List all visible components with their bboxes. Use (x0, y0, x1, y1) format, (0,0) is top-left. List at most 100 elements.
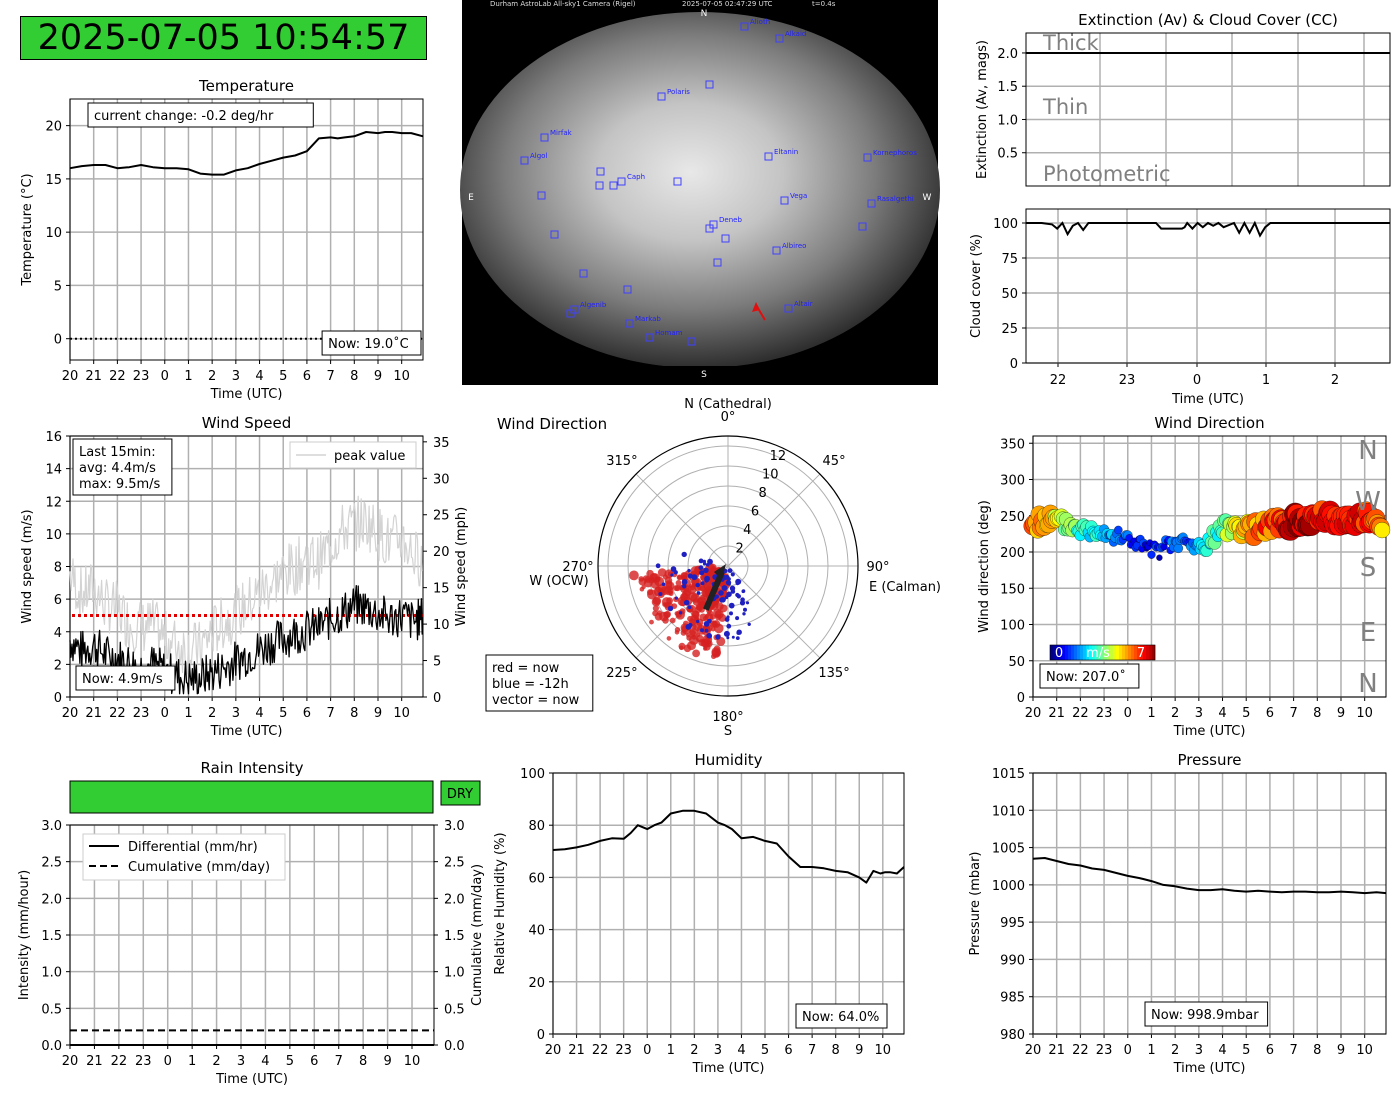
wind-polar-point-past (661, 582, 666, 586)
humidity-ytick-label: 0 (537, 1028, 545, 1043)
wind-direction-colorbar-cell (1131, 645, 1135, 660)
wind-direction-colorbar-cell (1143, 645, 1147, 660)
sky-camera-timestamp: 2025-07-05 02:47:29 UTC (682, 0, 773, 8)
wind-polar-point-past (688, 622, 693, 628)
humidity-ylabel: Relative Humidity (%) (493, 832, 508, 974)
sky-star-marker (740, 22, 749, 31)
sky-star-marker (863, 153, 872, 162)
temperature-ytick-label: 0 (54, 333, 62, 348)
temperature-ylabel: Temperature (°C) (20, 173, 35, 286)
temperature-xtick-label: 9 (374, 369, 382, 384)
humidity-xtick-label: 0 (643, 1043, 651, 1058)
sky-star-marker (623, 285, 632, 294)
pressure-now-label: Now: 998.9mbar (1151, 1008, 1259, 1023)
cloud-series-line (1026, 220, 1390, 238)
temperature-xtick-label: 21 (85, 369, 102, 384)
rain-xtick-label: 9 (383, 1054, 391, 1069)
sky-star-marker (705, 224, 714, 233)
rain-right-tick-label: 2.5 (444, 856, 465, 871)
wind-direction-now-label-box (1039, 663, 1140, 689)
rain-right-tick-label: 1.5 (444, 929, 465, 944)
sky-star-label: Rasalgethi (877, 195, 914, 203)
wind-polar-spoke (727, 473, 821, 567)
humidity-frame (552, 772, 905, 1035)
temperature-title: Temperature (198, 77, 294, 95)
wind-polar-point-now (652, 605, 660, 612)
rain-xtick-label: 21 (86, 1054, 103, 1069)
wind-polar-point-past (730, 572, 735, 577)
wind-polar-point-past (720, 597, 726, 603)
wind-speed-xtick-label: 7 (326, 706, 334, 721)
sky-direction-arrow-head (752, 302, 760, 312)
wind-polar-point-past (726, 615, 730, 619)
temperature-ytick-label: 15 (45, 173, 62, 188)
wind-speed-right-ylabel: Wind speed (mph) (454, 507, 469, 627)
humidity-xtick-label: 3 (714, 1043, 722, 1058)
rain-legend-label: Cumulative (mm/day) (128, 860, 270, 875)
sky-camera-cardinal-label: E (468, 193, 474, 203)
rain-xtick-label: 20 (62, 1054, 79, 1069)
pressure-ytick-label: 1000 (992, 879, 1025, 894)
rain-ytick-label: 3.0 (41, 819, 62, 834)
wind-polar-point-now (638, 576, 644, 582)
wind-polar-point-now (668, 590, 674, 597)
wind-polar-point-now (665, 581, 675, 591)
wind-speed-legend-label: peak value (334, 449, 405, 464)
wind-polar-angle-label: 225° (606, 666, 637, 681)
wind-polar-point-now (662, 617, 669, 624)
wind-direction-colorbar-max: 7 (1137, 646, 1145, 661)
wind-direction-colorbar-cell (1116, 645, 1120, 660)
wind-polar-point-past (726, 591, 732, 598)
wind-speed-right-tick-label: 30 (433, 472, 450, 487)
pressure-xtick-label: 2 (1171, 1043, 1179, 1058)
wind-polar-point-now (644, 576, 652, 583)
humidity-xtick-label: 8 (832, 1043, 840, 1058)
wind-direction-point (1156, 554, 1163, 561)
sky-star-marker (673, 177, 682, 186)
sky-camera-exposure: t=0.4s (812, 0, 836, 8)
rain-xtick-label: 5 (286, 1054, 294, 1069)
wind-speed-right-tick-label: 35 (433, 436, 450, 451)
rain-xtick-label: 7 (335, 1054, 343, 1069)
rain-right-ylabel: Cumulative (mm/day) (470, 864, 485, 1006)
wind-direction-colorbar: 0 m/s 7 (1049, 644, 1156, 661)
cloud-xtick-label: 22 (1050, 373, 1067, 388)
wind-direction-compass-label: N (1358, 669, 1377, 699)
wind-polar-rtick-label: 4 (743, 523, 751, 538)
wind-polar-point-past (687, 573, 693, 579)
wind-polar-north-label: N (Cathedral) (684, 397, 772, 412)
pressure-title: Pressure (1177, 751, 1241, 769)
pressure-xtick-label: 3 (1195, 1043, 1203, 1058)
wind-polar-point-now (699, 613, 707, 622)
wind-polar-point-past (735, 578, 742, 585)
wind-polar-point-now (701, 638, 712, 648)
sky-star-label: Vega (790, 192, 807, 200)
rain-right-tick-label: 0.0 (444, 1039, 465, 1054)
wind-polar-point-past (728, 602, 735, 609)
temperature-xtick-label: 20 (62, 369, 79, 384)
sky-star-marker (772, 246, 781, 255)
rain-xtick-label: 23 (135, 1054, 152, 1069)
wind-speed-xtick-label: 3 (232, 706, 240, 721)
rain-xtick-label: 1 (188, 1054, 196, 1069)
wind-direction-colorbar-cell (1137, 645, 1141, 660)
cloud-xtick-label: 2 (1331, 373, 1339, 388)
wind-polar-point-now (690, 593, 700, 603)
wind-direction-colorbar-label: m/s (1086, 646, 1110, 661)
wind-polar-legend: vector = now (492, 693, 580, 708)
rain-status-bar (69, 780, 434, 814)
extinction-ytick-label: 1.0 (997, 113, 1018, 128)
wind-polar-point-now (651, 597, 661, 607)
rain-chart: 20 21 22 23 0 1 2 3 4 5 6 7 8 9 100.00.51.01.52.02.53.… (17, 819, 485, 1087)
rain-right-tick-label: 1.0 (444, 966, 465, 981)
wind-polar-vector-head (714, 564, 726, 580)
rain-ytick-label: 2.5 (41, 856, 62, 871)
cloud-ytick-label: 0 (1010, 357, 1018, 372)
rain-legend-label: Differential (mm/hr) (128, 840, 258, 855)
wind-speed-xtick-label: 10 (393, 706, 410, 721)
wind-polar-point-now (675, 580, 682, 586)
temperature-xtick-label: 3 (232, 369, 240, 384)
wind-speed-ytick-label: 12 (45, 495, 62, 510)
humidity-xtick-label: 4 (737, 1043, 745, 1058)
